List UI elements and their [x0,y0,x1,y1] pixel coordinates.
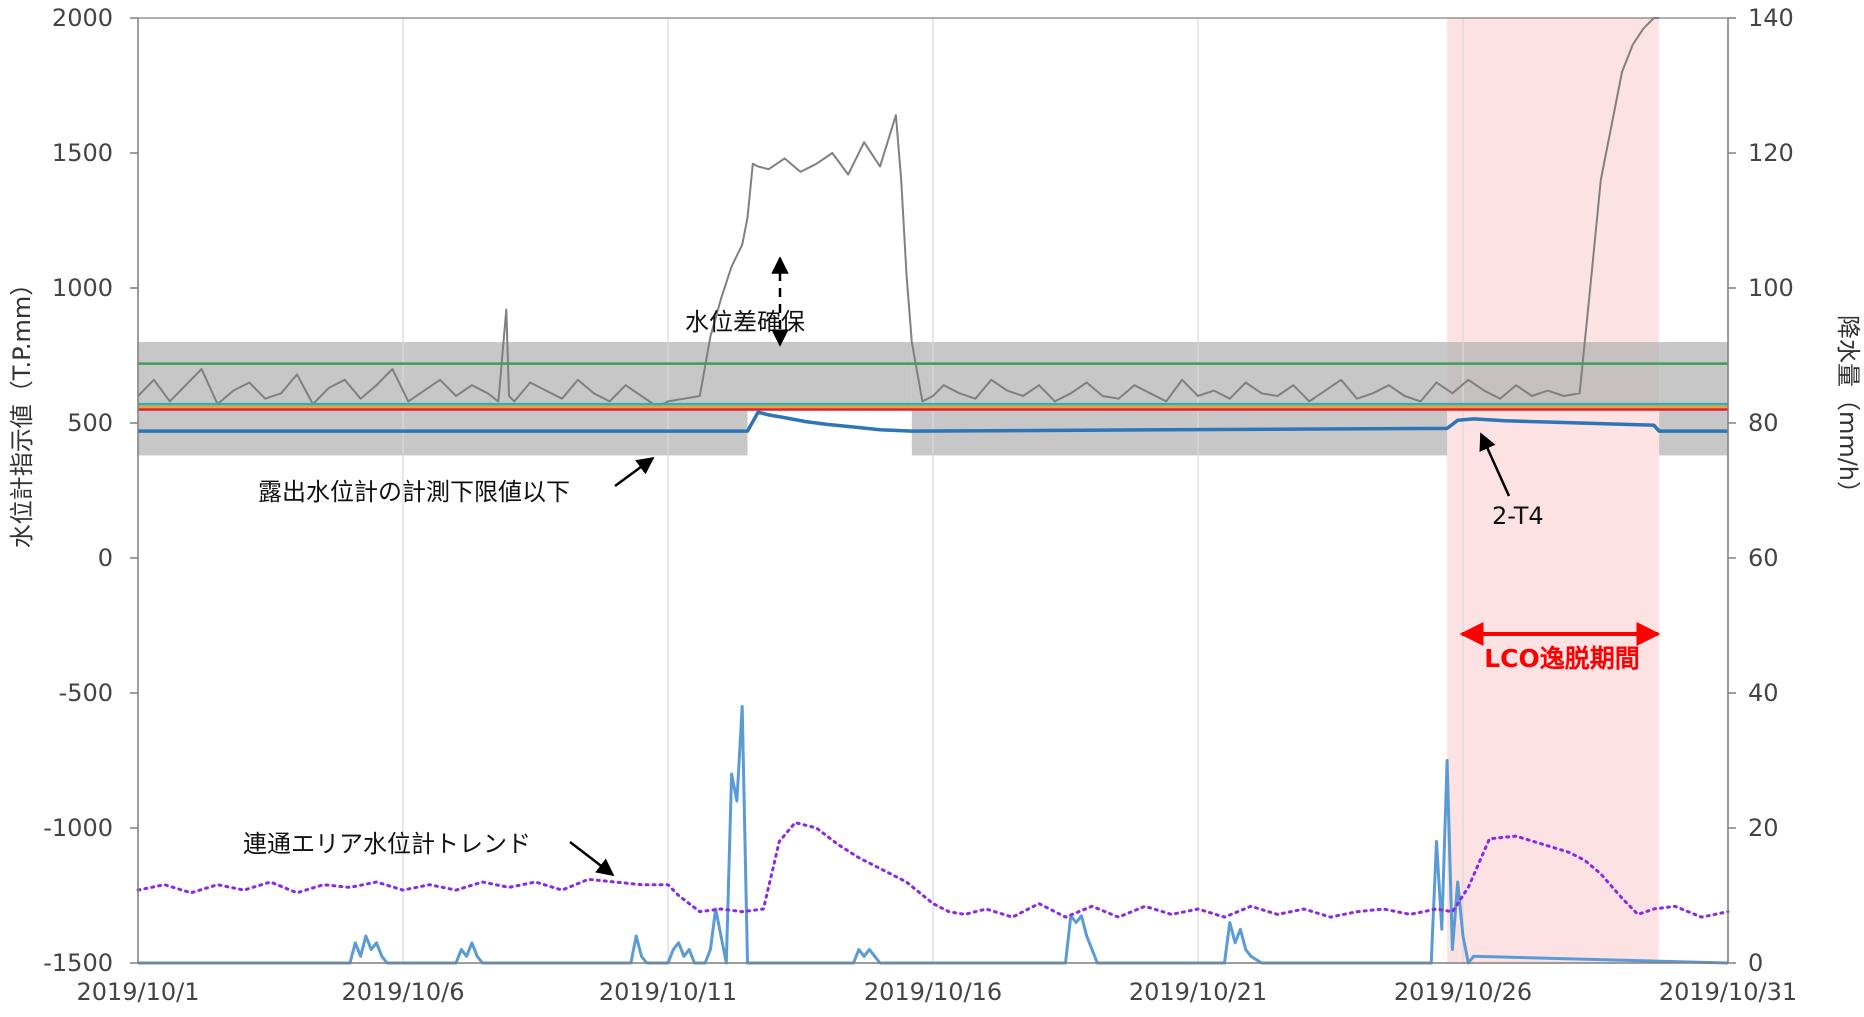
y-left-tick-label: 1500 [52,139,113,167]
shaded-band-segment [138,342,748,456]
y-left-tick-label: 1000 [52,274,113,302]
series-line-trend-dots [136,821,1730,919]
y-right-axis-title: 降水量（mm/h） [1834,315,1862,505]
tick-labels: 2019/10/1 2019/10/6 2019/10/11 2019/10/16 20… [43,4,1797,1006]
y-left-axis-title: 水位計指示値（T.P.mm） [8,272,36,549]
x-tick-label: 2019/10/6 [341,978,464,1006]
y-right-tick-label: 120 [1748,139,1794,167]
y-left-tick-label: -1000 [43,814,113,842]
annotation-trend-arrow [569,841,615,877]
shaded-band-segment [911,342,1448,456]
y-right-tick-label: 140 [1748,4,1794,32]
series-line-gray-line [137,17,1660,408]
y-right-tick-label: 60 [1748,544,1779,572]
axes-layer [130,17,1736,964]
annotation-trend: 連通エリア水位計トレンド [243,830,531,858]
y-right-tick-label: 100 [1748,274,1794,302]
annotation-water-diff: 水位差確保 [685,308,805,336]
y-left-tick-label: 0 [98,544,113,572]
y-left-tick-label: -1500 [43,949,113,977]
series-layer [136,17,1730,965]
shaded-band-segment [747,342,912,410]
annotation-2-T4: 2-T4 [1492,502,1544,530]
shaded-band-segment [1659,342,1728,456]
y-left-tick-label: -500 [59,679,113,707]
y-right-tick-label: 20 [1748,814,1779,842]
y-right-tick-label: 0 [1748,949,1763,977]
x-tick-label: 2019/10/21 [1129,978,1267,1006]
x-tick-label: 2019/10/31 [1659,978,1797,1006]
shaded-band-segment [1447,342,1660,410]
y-left-tick-label: 2000 [52,4,113,32]
series-line-blue-line [138,410,1728,433]
y-left-tick-label: 500 [67,409,113,437]
y-right-tick-label: 80 [1748,409,1779,437]
x-tick-label: 2019/10/11 [599,978,737,1006]
x-tick-label: 2019/10/1 [76,978,199,1006]
annotation-lower-limit-arrow [614,456,655,488]
y-right-tick-label: 40 [1748,679,1779,707]
x-tick-label: 2019/10/26 [1394,978,1532,1006]
lco-period-label: LCO逸脱期間 [1484,644,1640,673]
x-tick-label: 2019/10/16 [864,978,1002,1006]
annotation-2-T4-arrow [1479,432,1511,497]
annotation-lower-limit: 露出水位計の計測下限値以下 [258,478,570,506]
lco-period-band [1447,18,1660,963]
